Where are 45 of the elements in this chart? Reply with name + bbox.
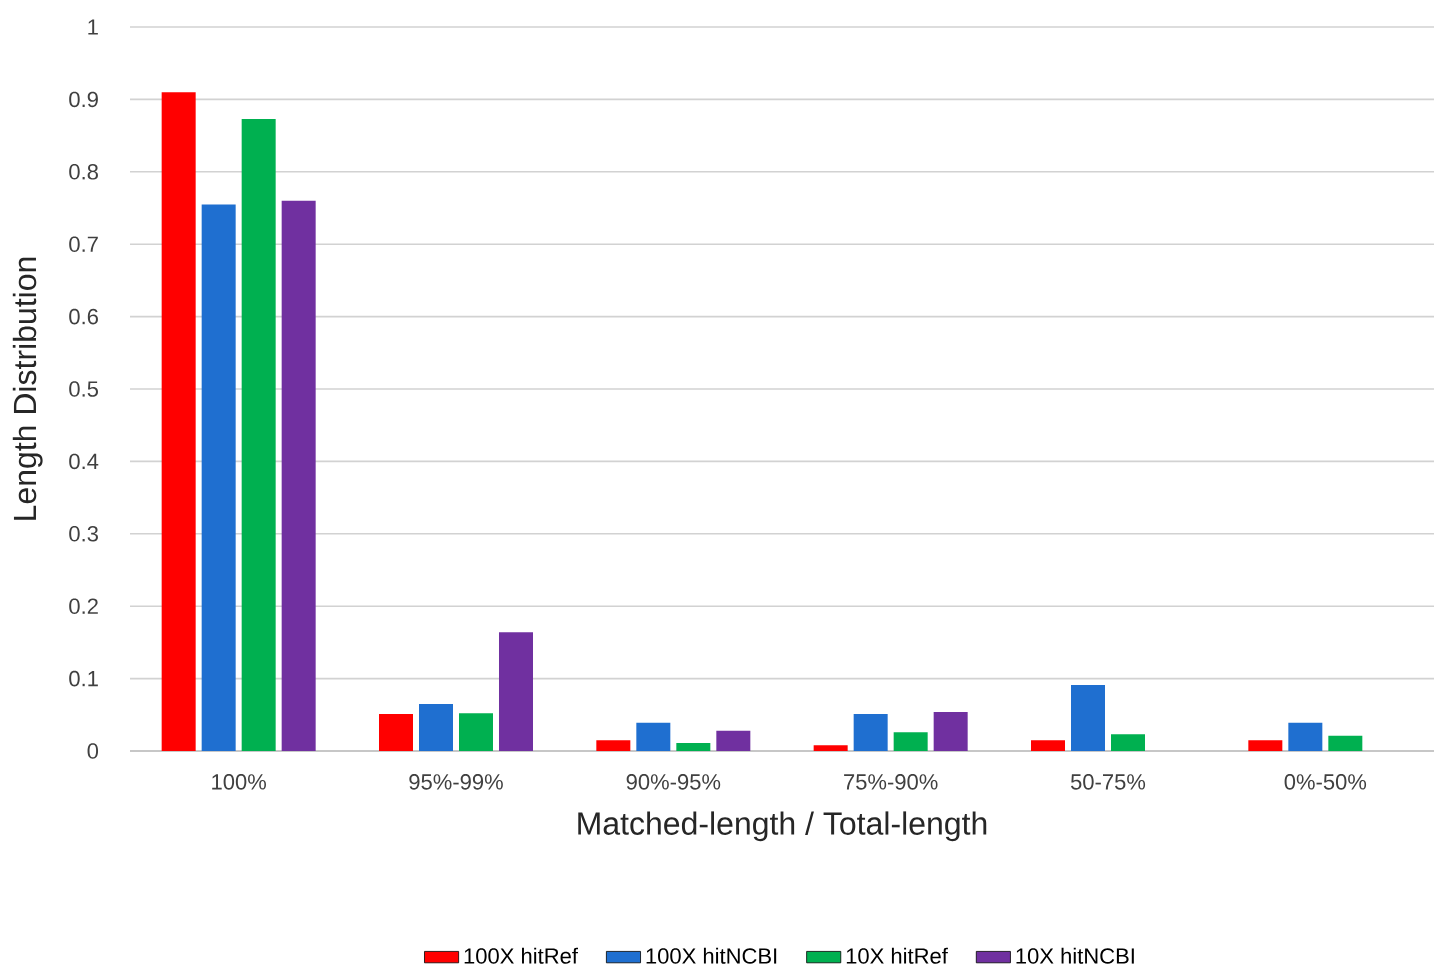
bar — [1071, 685, 1105, 752]
y-axis-title: Length Distribution — [12, 257, 43, 520]
bar — [933, 712, 968, 752]
x-tick-label: 50-75% — [1070, 774, 1146, 790]
bar — [161, 92, 196, 752]
legend-label: 100X hitRef — [464, 947, 578, 964]
bar — [853, 714, 888, 752]
bar — [419, 704, 453, 752]
bar — [379, 714, 413, 752]
x-tick-label: 90%-95% — [626, 774, 721, 790]
legend-label: 10X hitNCBI — [1016, 947, 1134, 964]
bar — [1248, 740, 1283, 752]
x-tick-label: 95%-99% — [409, 774, 503, 790]
y-tick-label: 0 — [87, 743, 99, 759]
bar — [893, 732, 928, 752]
y-tick-label: 0.5 — [69, 381, 98, 397]
y-tick-label: 0.9 — [69, 91, 98, 108]
bar — [241, 119, 276, 752]
legend-label: 10X hitRef — [846, 947, 948, 964]
legend-label: 100X hitNCBI — [646, 947, 777, 964]
x-tick-label: 100% — [212, 774, 266, 790]
bar — [459, 713, 493, 752]
x-axis-title: Matched-length / Total-length — [578, 811, 987, 842]
y-tick-label: 0.4 — [69, 453, 99, 470]
x-tick-label: 75%-90% — [844, 774, 938, 790]
bar — [281, 200, 316, 752]
y-tick-label: 0.2 — [69, 598, 98, 615]
bar — [1288, 722, 1323, 752]
y-tick-label: 0.8 — [69, 164, 98, 180]
y-tick-label: 1 — [88, 19, 98, 35]
y-tick-label: 0.6 — [69, 309, 98, 325]
bar — [813, 745, 848, 752]
bar — [499, 632, 533, 752]
y-tick-label: 0.1 — [69, 671, 98, 687]
y-tick-label: 0.3 — [69, 526, 98, 542]
bar — [1328, 736, 1363, 752]
bar — [636, 722, 671, 752]
bar — [201, 204, 236, 752]
bar — [676, 743, 711, 752]
bar — [1111, 734, 1145, 752]
x-tick-label: 0%-50% — [1284, 774, 1367, 790]
bar — [596, 740, 631, 752]
bar — [1031, 740, 1065, 752]
y-tick-label: 0.7 — [69, 236, 98, 253]
bar — [716, 730, 751, 752]
